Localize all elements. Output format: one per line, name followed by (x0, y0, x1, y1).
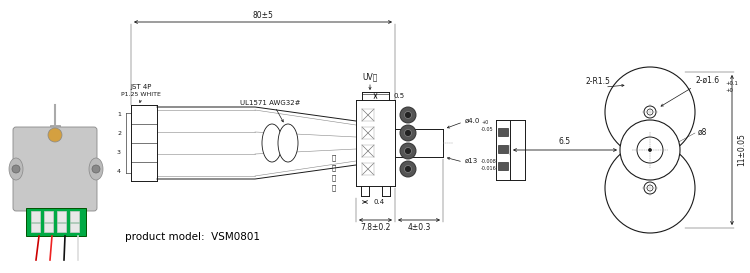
Bar (44, 211, 53, 222)
Circle shape (400, 125, 416, 141)
Circle shape (404, 147, 412, 155)
Text: P1.25 WHITE: P1.25 WHITE (121, 91, 161, 96)
Circle shape (620, 120, 680, 180)
Circle shape (400, 143, 416, 159)
FancyBboxPatch shape (13, 127, 97, 211)
Text: 2-ø1.6: 2-ø1.6 (695, 76, 719, 85)
Text: 7.8±0.2: 7.8±0.2 (360, 224, 391, 233)
Ellipse shape (89, 158, 103, 180)
Text: 白: 白 (332, 185, 336, 191)
Text: 3: 3 (117, 150, 121, 155)
Text: ø13: ø13 (465, 158, 478, 164)
Bar (26, 208, 86, 236)
Ellipse shape (262, 124, 282, 162)
Bar (70, 211, 79, 222)
Text: 4: 4 (117, 169, 121, 174)
Circle shape (404, 111, 412, 118)
Text: product model:  VSM0801: product model: VSM0801 (125, 232, 260, 242)
Bar (31, 211, 40, 222)
Bar (44, 223, 53, 232)
Bar (57, 211, 66, 222)
Text: 4±0.3: 4±0.3 (407, 224, 430, 233)
Text: UL1571 AWG32#: UL1571 AWG32# (240, 100, 300, 106)
Circle shape (400, 161, 416, 177)
Text: 80±5: 80±5 (253, 10, 274, 19)
Circle shape (637, 137, 663, 163)
Text: ø4.0: ø4.0 (465, 118, 480, 124)
Text: 2: 2 (117, 131, 121, 136)
Circle shape (605, 67, 695, 157)
Circle shape (48, 128, 62, 142)
Text: +0
-0.05: +0 -0.05 (481, 120, 494, 132)
Circle shape (649, 149, 652, 152)
Ellipse shape (278, 124, 298, 162)
Text: 红: 红 (332, 165, 336, 171)
Text: 11±0.05: 11±0.05 (737, 133, 746, 167)
Ellipse shape (9, 158, 23, 180)
Text: 1: 1 (117, 112, 121, 117)
Bar (498, 128, 508, 136)
Text: 6.5: 6.5 (559, 136, 571, 146)
Circle shape (647, 109, 653, 115)
Bar (50, 125, 60, 131)
Circle shape (12, 165, 20, 173)
Text: 2-R1.5: 2-R1.5 (586, 78, 610, 87)
Text: ø8: ø8 (698, 127, 707, 136)
Bar (498, 145, 508, 153)
Text: UV胶: UV胶 (362, 73, 378, 82)
Text: JST 4P: JST 4P (130, 84, 152, 90)
Text: 黑: 黑 (332, 175, 336, 181)
Text: +0.1
+0: +0.1 +0 (725, 81, 738, 93)
Circle shape (605, 143, 695, 233)
Circle shape (644, 182, 656, 194)
Circle shape (404, 129, 412, 136)
Text: 0.5: 0.5 (394, 93, 405, 99)
Circle shape (400, 107, 416, 123)
Circle shape (647, 185, 653, 191)
Bar (31, 223, 40, 232)
Text: -0.008
-0.016: -0.008 -0.016 (481, 159, 496, 171)
Circle shape (92, 165, 100, 173)
Bar (498, 162, 508, 170)
Text: 自: 自 (332, 155, 336, 161)
Bar (57, 223, 66, 232)
Bar (70, 223, 79, 232)
Circle shape (404, 165, 412, 173)
Circle shape (644, 106, 656, 118)
Text: 0.4: 0.4 (373, 199, 384, 205)
